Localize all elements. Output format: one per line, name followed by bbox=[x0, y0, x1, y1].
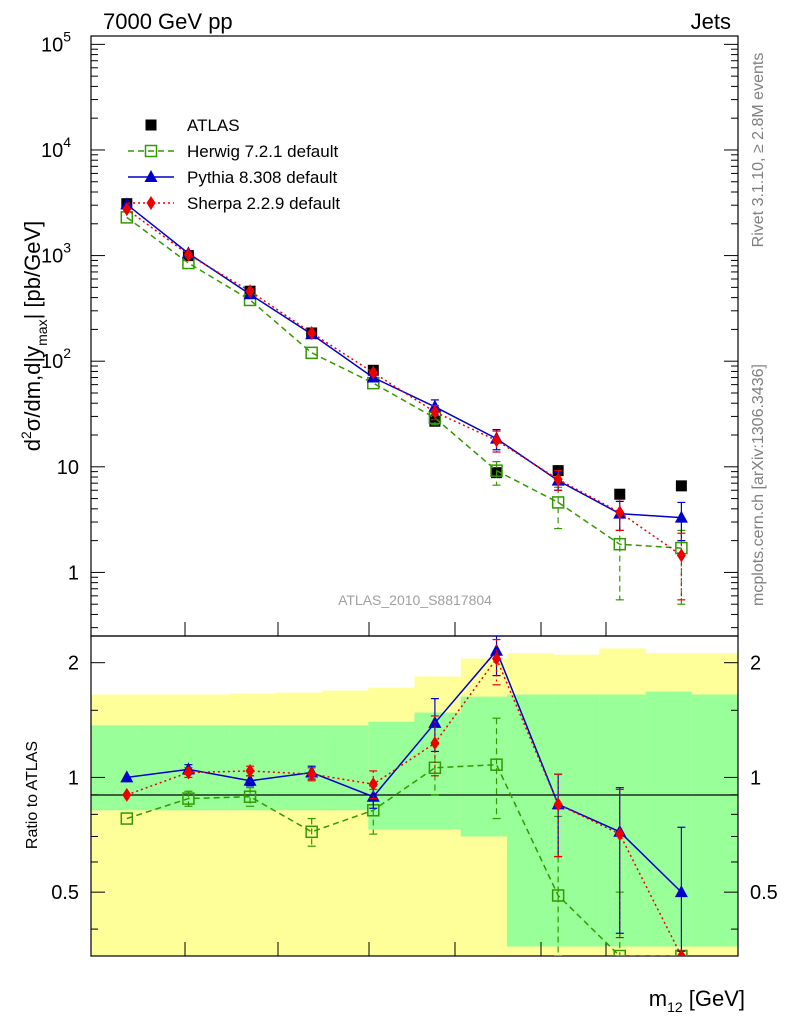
mcplots-reference-label: mcplots.cern.ch [arXiv:1306.3436] bbox=[750, 364, 767, 606]
process-label: Jets bbox=[691, 9, 731, 34]
ratio-y-axis-label: Ratio to ATLAS bbox=[24, 741, 41, 849]
ratio-tick-label-right: 0.5 bbox=[750, 882, 778, 904]
herwig-ratio-marker bbox=[613, 949, 627, 956]
legend: ATLAS Herwig 7.2.1 default Pythia 8.308 de… bbox=[128, 116, 340, 213]
sherpa-ratio-marker bbox=[122, 787, 132, 802]
main-y-axis: 1 10 102 103 104 105 bbox=[41, 28, 738, 629]
sherpa-marker bbox=[615, 505, 625, 520]
herwig-marker bbox=[613, 537, 627, 551]
y-tick-label: 1 bbox=[68, 562, 79, 584]
ratio-band-inner bbox=[506, 694, 554, 947]
herwig-ratio-marker bbox=[243, 790, 257, 803]
sherpa-ratio-marker bbox=[368, 777, 378, 792]
main-series-layer bbox=[120, 197, 688, 605]
ratio-tick-label-right: 1 bbox=[750, 767, 761, 789]
legend-label: Sherpa 2.2.9 default bbox=[187, 194, 340, 213]
ratio-tick-label: 1 bbox=[68, 767, 79, 789]
legend-label: ATLAS bbox=[187, 116, 240, 135]
herwig-ratio-marker bbox=[120, 812, 134, 825]
ratio-tick-label-right: 2 bbox=[750, 653, 761, 675]
sherpa-marker bbox=[430, 405, 440, 420]
ratio-tick-label: 2 bbox=[68, 653, 79, 675]
ratio-band-inner bbox=[322, 725, 369, 811]
atlas-data-point bbox=[614, 488, 626, 500]
ratio-band-inner bbox=[137, 725, 184, 811]
sherpa-ratio-marker bbox=[307, 767, 317, 782]
x-axis-label: m12 [GeV] bbox=[649, 986, 745, 1015]
pythia-ratio-marker bbox=[120, 770, 134, 783]
sherpa-marker bbox=[368, 365, 378, 380]
ratio-band-inner bbox=[645, 691, 693, 947]
sherpa-marker bbox=[676, 548, 686, 563]
y-tick-label: 102 bbox=[41, 345, 71, 373]
herwig-line bbox=[126, 216, 682, 549]
y-tick-label: 104 bbox=[41, 134, 71, 162]
herwig-marker bbox=[490, 464, 503, 477]
ratio-band-inner bbox=[691, 694, 739, 947]
sherpa-ratio-marker bbox=[553, 797, 563, 812]
ratio-uncertainty-bands bbox=[91, 648, 739, 956]
pythia-ratio-marker bbox=[243, 773, 257, 786]
y-tick-label: 105 bbox=[41, 28, 71, 56]
sherpa-ratio-line bbox=[126, 657, 683, 956]
y-tick-label: 10 bbox=[57, 457, 79, 479]
herwig-ratio-marker bbox=[551, 889, 565, 902]
herwig-ratio-marker bbox=[305, 825, 318, 839]
sherpa-ratio-marker bbox=[492, 651, 502, 666]
ratio-band-inner bbox=[599, 694, 647, 947]
ratio-band-inner bbox=[229, 725, 277, 811]
pythia-ratio-line bbox=[126, 649, 682, 893]
sherpa-ratio-marker bbox=[430, 736, 440, 751]
ratio-plot-frame bbox=[90, 635, 739, 957]
ratio-y-axis: 0.5 0.5 1 1 2 2 bbox=[51, 653, 778, 930]
rivet-version-label: Rivet 3.1.10, ≥ 2.8M events bbox=[750, 53, 767, 248]
beam-energy-label: 7000 GeV pp bbox=[103, 9, 233, 34]
herwig-ratio-marker bbox=[490, 758, 503, 771]
sherpa-ratio-marker bbox=[676, 949, 686, 956]
sherpa-ratio-marker bbox=[615, 827, 625, 842]
ratio-series-layer bbox=[120, 636, 688, 956]
y-tick-label: 103 bbox=[41, 240, 71, 268]
legend-label: Herwig 7.2.1 default bbox=[187, 142, 338, 161]
main-y-axis-label: d2σ/dm,d|ymax| [pb/GeV] bbox=[18, 221, 50, 451]
herwig-marker bbox=[305, 346, 318, 360]
analysis-id-label: ATLAS_2010_S8817804 bbox=[338, 592, 492, 608]
legend-marker bbox=[146, 196, 156, 210]
sherpa-ratio-marker bbox=[245, 763, 255, 778]
sherpa-marker bbox=[492, 433, 502, 448]
ratio-tick-label: 0.5 bbox=[51, 882, 79, 904]
legend-label: Pythia 8.308 default bbox=[187, 168, 338, 187]
ratio-band-inner bbox=[91, 725, 138, 811]
legend-marker bbox=[144, 170, 158, 182]
pythia-line bbox=[126, 203, 682, 519]
sherpa-ratio-marker bbox=[183, 765, 193, 780]
pythia-ratio-marker bbox=[674, 885, 688, 898]
pythia-marker bbox=[674, 510, 688, 523]
sherpa-marker bbox=[122, 202, 132, 217]
herwig-marker bbox=[551, 496, 565, 509]
sherpa-marker bbox=[307, 325, 317, 340]
sherpa-marker bbox=[553, 472, 563, 487]
x-axis-ticks bbox=[184, 622, 607, 956]
atlas-data-point bbox=[675, 480, 687, 492]
sherpa-marker bbox=[183, 247, 193, 262]
ratio-band-inner bbox=[414, 712, 462, 830]
atlas-data-point bbox=[429, 415, 441, 427]
herwig-ratio-marker bbox=[182, 792, 195, 805]
legend-marker bbox=[144, 144, 158, 158]
sherpa-line bbox=[126, 208, 682, 556]
sherpa-marker bbox=[245, 284, 255, 299]
herwig-ratio-line bbox=[126, 763, 682, 956]
legend-atlas-marker bbox=[145, 119, 157, 131]
